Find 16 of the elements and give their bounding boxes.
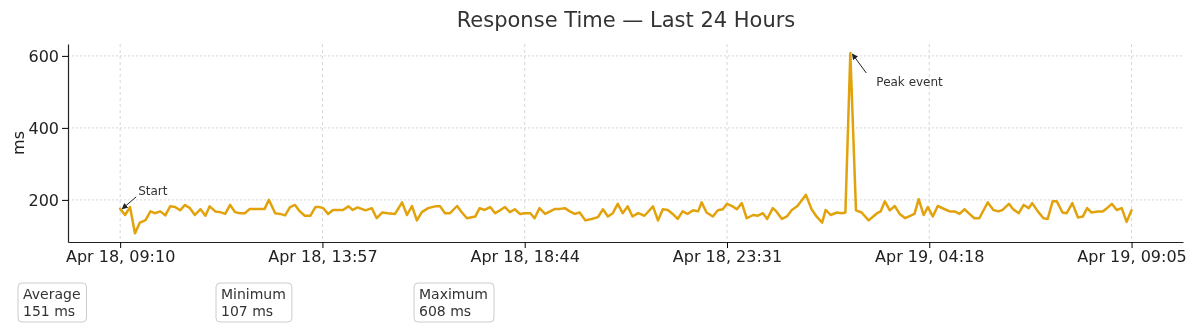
y-axis-title: ms <box>9 131 28 155</box>
x-tick-label: Apr 18, 18:44 <box>470 247 580 267</box>
y-tick-label: 400 <box>28 118 59 138</box>
y-tick-label: 600 <box>28 46 59 66</box>
x-tick-label: Apr 18, 13:57 <box>268 247 378 267</box>
annotation: Start <box>138 183 168 198</box>
x-tick-label: Apr 19, 09:05 <box>1077 247 1187 267</box>
y-tick-label: 200 <box>28 190 59 210</box>
text: Maximum 608 ms <box>419 286 488 319</box>
annotation: Peak event <box>876 75 944 89</box>
chart-title: Response Time — Last 24 Hours <box>456 8 796 32</box>
x-tick-label: Apr 18, 23:31 <box>672 247 783 267</box>
text: Average 151 ms <box>23 286 81 319</box>
x-tick-label: Apr 18, 09:10 <box>65 247 176 267</box>
x-tick-label: Apr 19, 04:18 <box>875 247 985 267</box>
text: Minimum 107 ms <box>221 286 286 319</box>
